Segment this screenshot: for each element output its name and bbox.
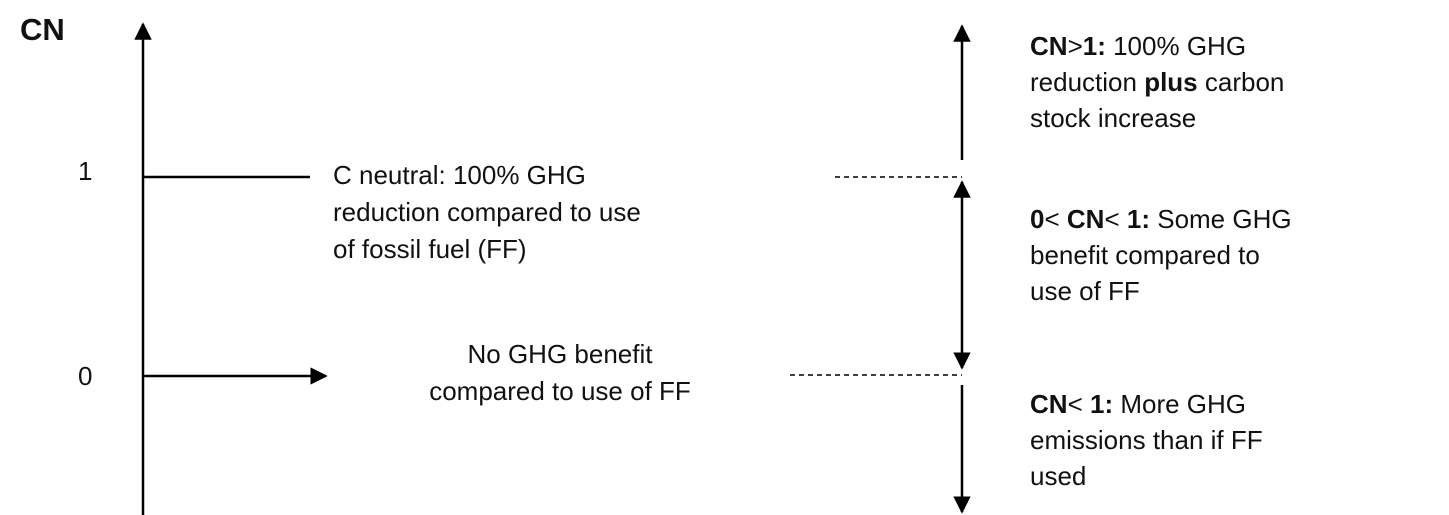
- note-line: reduction compared to use: [333, 197, 641, 227]
- region-line: used: [1030, 461, 1086, 491]
- text-run: CN: [1030, 389, 1068, 419]
- text-run: <: [1044, 204, 1066, 234]
- note-line: of fossil fuel (FF): [333, 234, 527, 264]
- text-run: benefit compared to: [1030, 240, 1260, 270]
- tick-label: 1: [78, 156, 92, 186]
- region-line: 0< CN< 1: Some GHG: [1030, 204, 1292, 234]
- text-run: stock increase: [1030, 103, 1196, 133]
- text-run: CN: [1067, 204, 1105, 234]
- text-run: 100% GHG: [1106, 31, 1246, 61]
- note-line: compared to use of FF: [429, 376, 691, 406]
- region-line: benefit compared to: [1030, 240, 1260, 270]
- text-run: 0: [1030, 204, 1044, 234]
- axis-label: CN: [20, 12, 65, 47]
- text-run: <: [1068, 389, 1090, 419]
- text-run: reduction: [1030, 67, 1144, 97]
- tick-label: 0: [78, 361, 92, 391]
- text-run: used: [1030, 461, 1086, 491]
- region-line: use of FF: [1030, 276, 1140, 306]
- text-run: <: [1104, 204, 1126, 234]
- text-run: use of FF: [1030, 276, 1140, 306]
- region-line: emissions than if FF: [1030, 425, 1263, 455]
- text-run: 1:: [1083, 31, 1106, 61]
- note-line: No GHG benefit: [468, 339, 654, 369]
- region-line: stock increase: [1030, 103, 1196, 133]
- text-run: More GHG: [1113, 389, 1246, 419]
- text-run: carbon: [1198, 67, 1285, 97]
- text-run: emissions than if FF: [1030, 425, 1263, 455]
- region-line: CN< 1: More GHG: [1030, 389, 1246, 419]
- text-run: Some GHG: [1150, 204, 1292, 234]
- text-run: 1:: [1127, 204, 1150, 234]
- text-run: plus: [1144, 67, 1197, 97]
- text-run: CN: [1030, 31, 1068, 61]
- text-run: >: [1068, 31, 1083, 61]
- text-run: 1:: [1090, 389, 1113, 419]
- region-line: reduction plus carbon: [1030, 67, 1284, 97]
- region-line: CN>1: 100% GHG: [1030, 31, 1246, 61]
- note-line: C neutral: 100% GHG: [333, 160, 586, 190]
